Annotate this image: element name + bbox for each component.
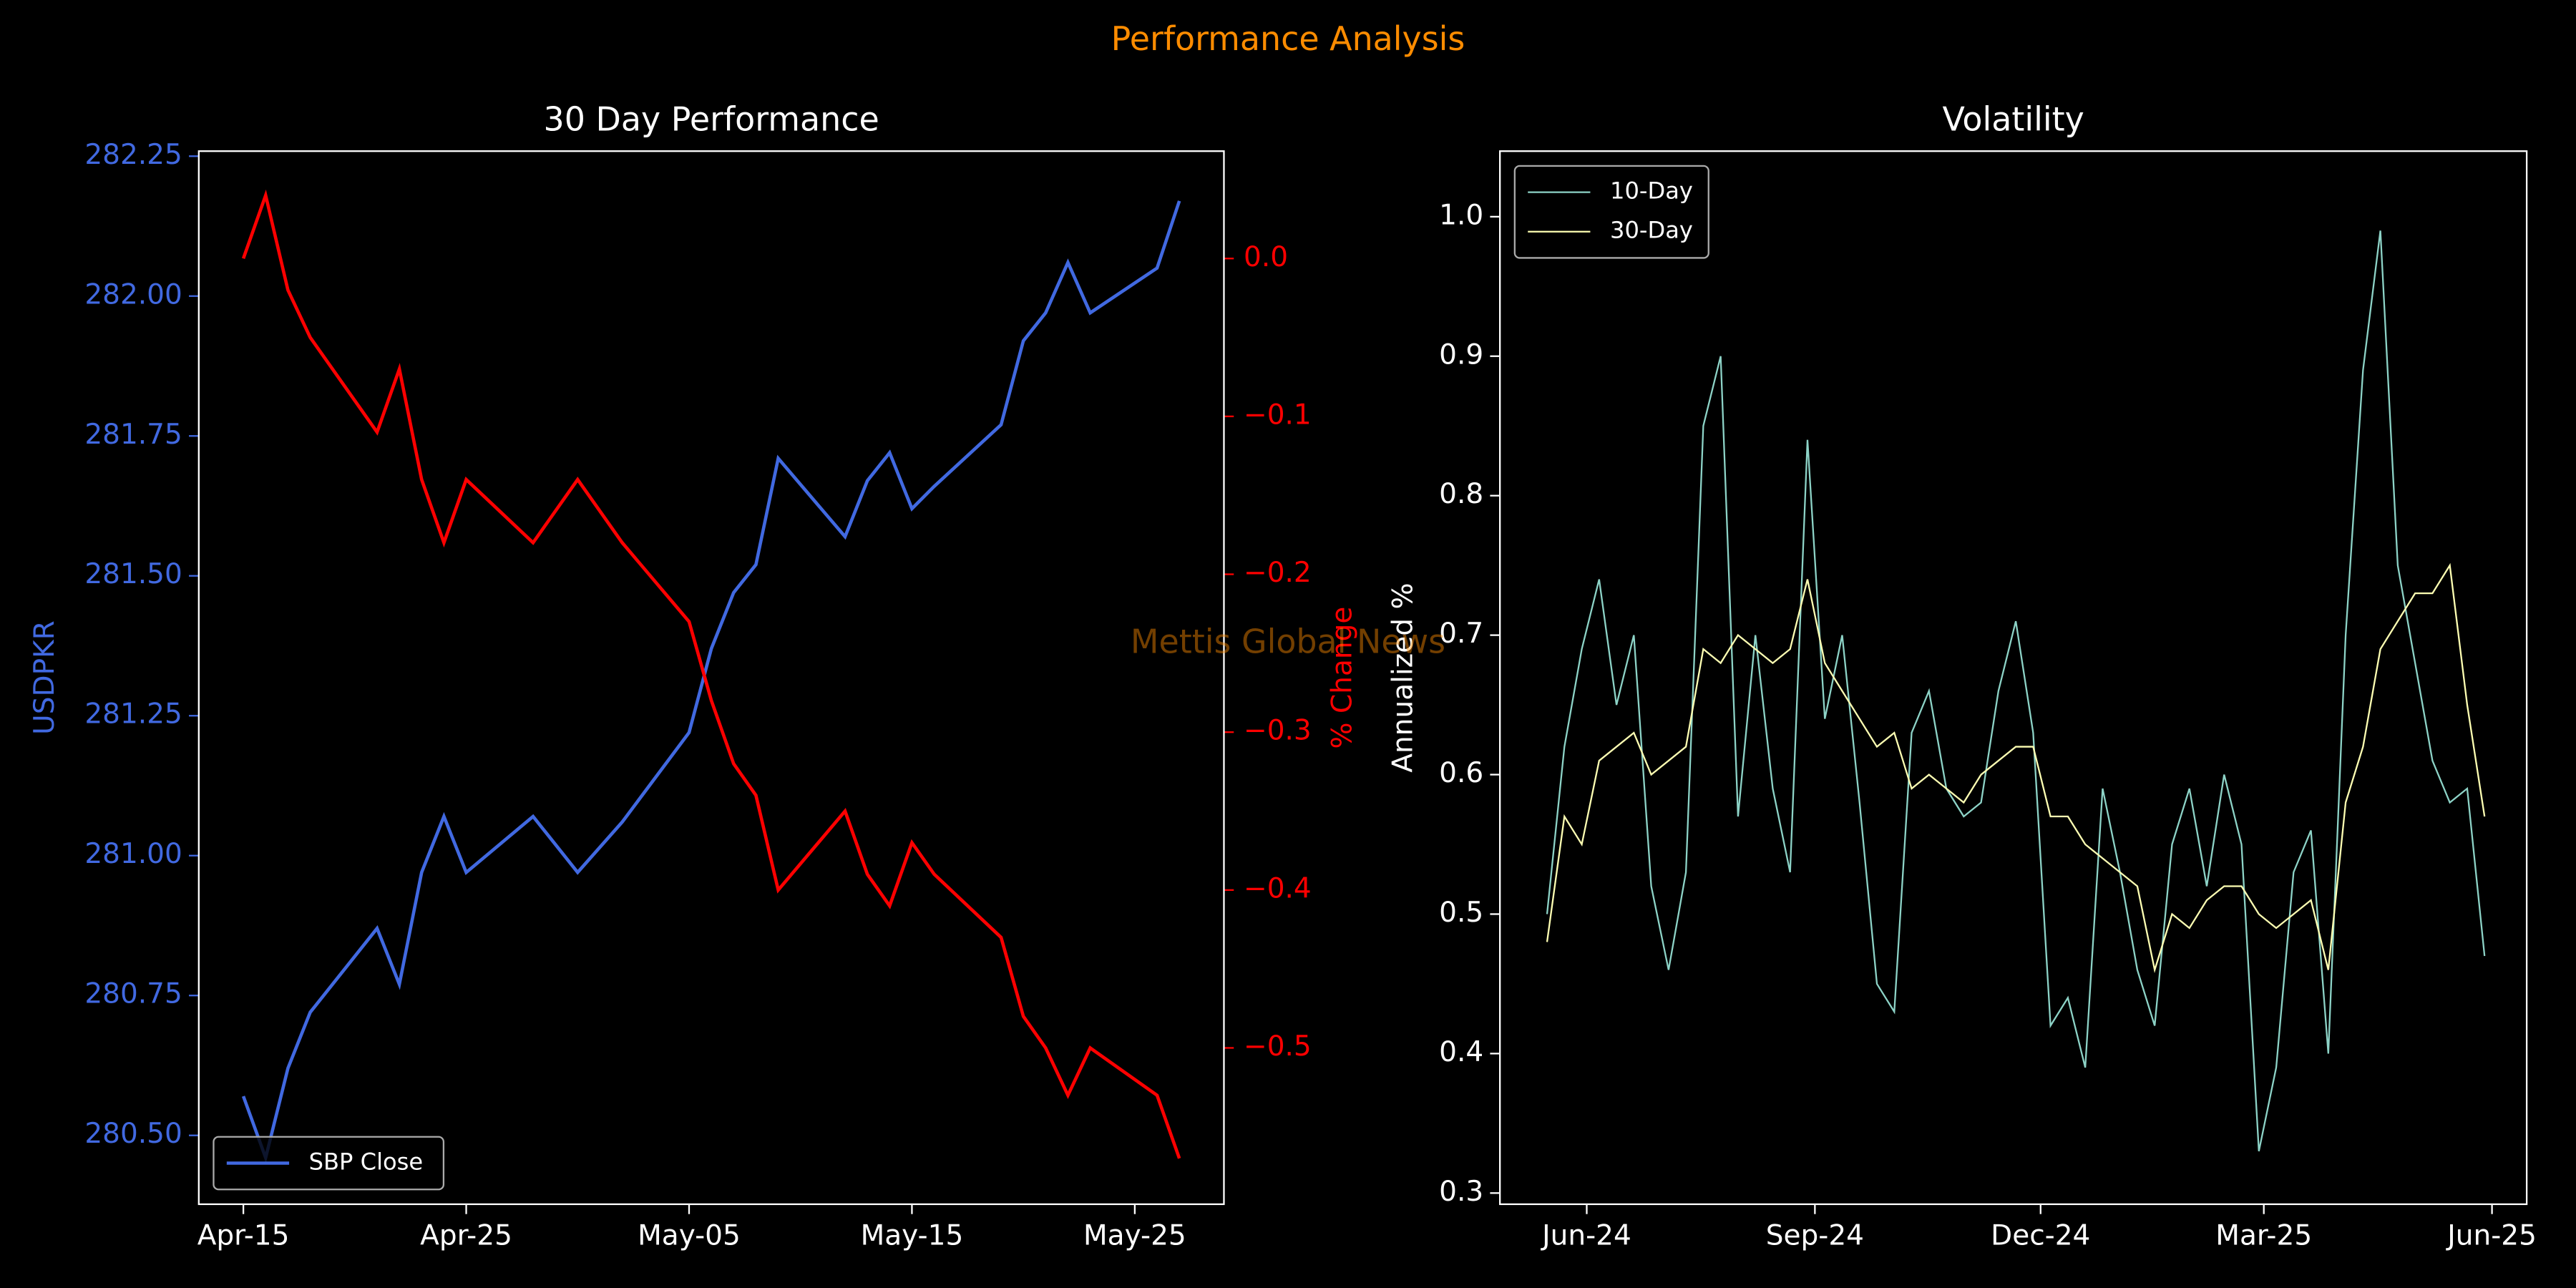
y2-tick-label: −0.5 [1244,1030,1312,1063]
plot-frame [197,150,1225,1206]
x-tick-label: Apr-25 [420,1219,512,1252]
x-tick-label: Apr-15 [197,1219,290,1252]
x-tick-label: May-05 [638,1219,741,1252]
legend-label: 30-Day [1610,217,1693,244]
y-axis-label: Annualized % [1387,582,1420,772]
y-tick-label: 281.25 [84,698,182,731]
x-tick-label: Jun-25 [2445,1219,2537,1252]
legend-label: SBP Close [309,1148,424,1176]
y-tick-label: 1.0 [1439,199,1483,231]
y-tick-label: 281.75 [84,419,182,451]
y-tick-label: 280.75 [84,978,182,1010]
y-tick-label: 0.8 [1439,478,1483,510]
y2-tick-label: −0.1 [1244,399,1312,431]
x-tick-label: May-15 [861,1219,964,1252]
y-tick-label: 0.5 [1439,897,1483,929]
x-tick-label: Jun-24 [1540,1219,1631,1252]
y-tick-label: 282.00 [84,278,182,311]
line-series [1546,230,2486,1152]
x-tick-label: Sep-24 [1766,1219,1864,1252]
chart-title: Volatility [1943,99,2084,138]
y-axis-label: USDPKR [29,620,61,735]
plot-frame [1499,150,2528,1206]
x-tick-label: Dec-24 [1991,1219,2090,1252]
line-series [241,189,1181,1159]
y2-tick-label: 0.0 [1244,241,1288,273]
y-tick-label: 0.4 [1439,1036,1483,1068]
x-tick-label: Mar-25 [2215,1219,2312,1252]
y-tick-label: 280.50 [84,1118,182,1150]
y-tick-label: 282.25 [84,139,182,171]
line-series [1546,562,2486,974]
y-tick-label: 0.3 [1439,1176,1483,1208]
y-tick-label: 281.50 [84,558,182,590]
y2-tick-label: −0.4 [1244,872,1312,904]
line-series [241,200,1181,1163]
y-tick-label: 0.6 [1439,757,1483,789]
legend-label: 10-Day [1610,177,1693,205]
x-tick-label: May-25 [1083,1219,1186,1252]
chart-title: 30 Day Performance [544,99,879,138]
y-tick-label: 0.7 [1439,618,1483,650]
y-tick-label: 0.9 [1439,338,1483,371]
legend-box [1513,165,1709,259]
watermark: Mettis Global News [1131,623,1445,661]
y-tick-label: 281.00 [84,838,182,870]
suptitle: Performance Analysis [1111,19,1465,58]
y2-tick-label: −0.3 [1244,715,1312,747]
y2-axis-label: % Change [1327,607,1359,749]
legend-box [213,1136,445,1191]
y2-tick-label: −0.2 [1244,557,1312,589]
